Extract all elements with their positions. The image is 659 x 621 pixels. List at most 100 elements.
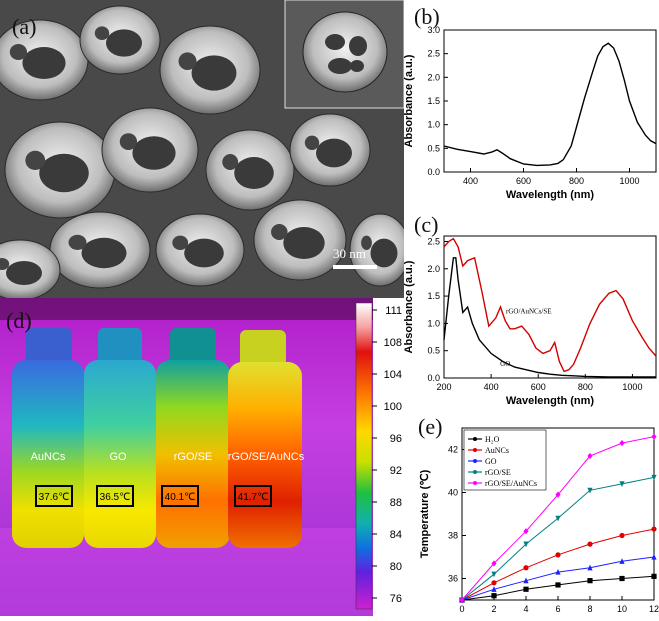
x-tick-label: 8 — [587, 604, 592, 614]
vial-name-3: rGO/SE — [174, 451, 213, 463]
y-tick-label: 42 — [448, 445, 458, 455]
sem-pore — [316, 138, 352, 168]
panel-label-a: (a) — [12, 14, 37, 39]
y-tick-label: 0.0 — [427, 167, 440, 177]
sem-image-panel: (a) 30 nm — [0, 0, 411, 301]
sem-pore — [94, 26, 110, 40]
sem-pore — [106, 29, 142, 57]
y-tick-label: 1.0 — [427, 318, 440, 328]
colorbar-tick-label: 88 — [390, 497, 402, 509]
temp-box-2 — [96, 485, 134, 507]
sem-pore — [9, 44, 28, 60]
colorbar-tick-area — [373, 298, 404, 616]
data-point — [555, 552, 561, 558]
plot-frame — [443, 29, 657, 173]
data-point — [587, 452, 593, 460]
sem-pore — [178, 52, 197, 70]
sem-pore — [271, 224, 288, 240]
legend-label: GO — [485, 457, 497, 466]
panel-label-b: (b) — [414, 4, 440, 29]
data-point — [619, 532, 625, 539]
thermal-image-panel: AuNCs GO rGO/SE rGO/SE/AuNCs 37.6℃ 36.5℃… — [0, 298, 404, 616]
absorbance-chart-c: 200 400 600 800 1000 0.0 0.5 1.0 1.5 2.0 2.5 Wavele… — [403, 235, 657, 407]
y-axis-label: Temperature (℃) — [419, 469, 431, 558]
sem-pore — [132, 136, 176, 170]
x-tick-label: 6 — [555, 604, 560, 614]
legend: H₂O AuNCs GO rGO/SE rGO/SE/AuNCs — [463, 429, 547, 491]
legend-marker — [473, 448, 477, 452]
sem-pore — [283, 227, 325, 259]
data-point — [491, 580, 497, 586]
x-tick-label: 2 — [491, 604, 496, 614]
thermal-image: AuNCs GO rGO/SE rGO/SE/AuNCs 37.6℃ 36.5℃… — [0, 298, 404, 616]
y-tick-label: 36 — [448, 574, 458, 584]
colorbar-tick-label: 80 — [390, 561, 402, 573]
sem-pore — [25, 150, 46, 170]
data-point — [587, 541, 593, 547]
y-tick-label: 3.0 — [427, 25, 440, 35]
y-tick-label: 2.0 — [427, 264, 440, 274]
y-tick-label: 40 — [448, 488, 458, 498]
vial-name-4: rGO/SE/AuNCs — [228, 451, 305, 463]
sem-pore — [0, 258, 10, 270]
series-line-1 — [443, 237, 657, 373]
chart-e-panel: 02468101236384042Time (s)Temperature (℃)… — [404, 410, 659, 621]
series-line-1 — [443, 42, 657, 167]
vial-1 — [12, 328, 84, 548]
sem-pore — [81, 237, 127, 269]
y-tick-label: 1.5 — [427, 96, 440, 106]
y-tick-label: 0.0 — [427, 373, 440, 383]
x-tick-label: 800 — [578, 382, 593, 392]
x-tick-label: 800 — [569, 176, 584, 186]
temperature-colorbar — [355, 302, 373, 610]
sem-pore — [184, 238, 224, 268]
data-point — [491, 586, 497, 592]
inset-pore — [350, 60, 364, 72]
data-point — [587, 487, 593, 494]
data-point — [651, 433, 657, 440]
legend-marker — [473, 470, 477, 474]
absorbance-chart-b: 400 600 800 1000 0.0 0.5 1.0 1.5 2.0 2.5 3.0 Wavele… — [403, 25, 657, 201]
sem-image — [0, 0, 411, 301]
vial-temp-3: 40.1℃ — [165, 492, 196, 503]
sem-pore — [22, 47, 66, 79]
inset-pore — [328, 58, 352, 74]
data-point — [523, 577, 529, 584]
colorbar-tick-label: 104 — [384, 369, 402, 381]
temp-box-4 — [234, 485, 272, 507]
x-axis-label: Wavelength (nm) — [506, 189, 595, 201]
scale-bar-label: 30 nm — [333, 246, 366, 261]
vial-temp-2: 36.5℃ — [100, 492, 131, 503]
sem-pore — [191, 55, 237, 91]
series-line-2 — [443, 257, 656, 378]
y-tick-label: 0.5 — [427, 346, 440, 356]
sem-pore — [68, 234, 87, 250]
data-point — [491, 571, 497, 578]
x-tick-label: 0 — [459, 604, 464, 614]
legend-label: H₂O — [485, 435, 500, 444]
plot-frame — [443, 235, 657, 379]
panel-label-d: (d) — [6, 308, 32, 333]
y-tick-label: 1.0 — [427, 120, 440, 130]
data-point — [619, 558, 625, 564]
x-tick-label: 400 — [484, 382, 499, 392]
colorbar-tick-label: 108 — [384, 337, 402, 349]
x-tick-label: 200 — [436, 382, 451, 392]
x-tick-label: 12 — [649, 604, 659, 614]
data-point — [587, 578, 593, 584]
y-axis-label: Absorbance (a.u.) — [404, 260, 415, 353]
y-tick-label: 38 — [448, 531, 458, 541]
chart-c-panel: 200 400 600 800 1000 0.0 0.5 1.0 1.5 2.0 2.5 Wavele… — [403, 210, 659, 410]
sem-pore — [119, 133, 138, 151]
sem-pore — [39, 153, 89, 193]
data-point — [523, 541, 529, 548]
sem-pore — [304, 135, 320, 150]
data-point — [523, 586, 529, 592]
data-point — [523, 528, 529, 535]
vial-temp-1: 37.6℃ — [39, 492, 70, 503]
colorbar-tick-label: 84 — [390, 529, 402, 541]
data-point — [651, 573, 657, 579]
data-point — [555, 568, 561, 575]
panel-label-e: (e) — [418, 414, 443, 439]
legend-box — [463, 429, 547, 491]
